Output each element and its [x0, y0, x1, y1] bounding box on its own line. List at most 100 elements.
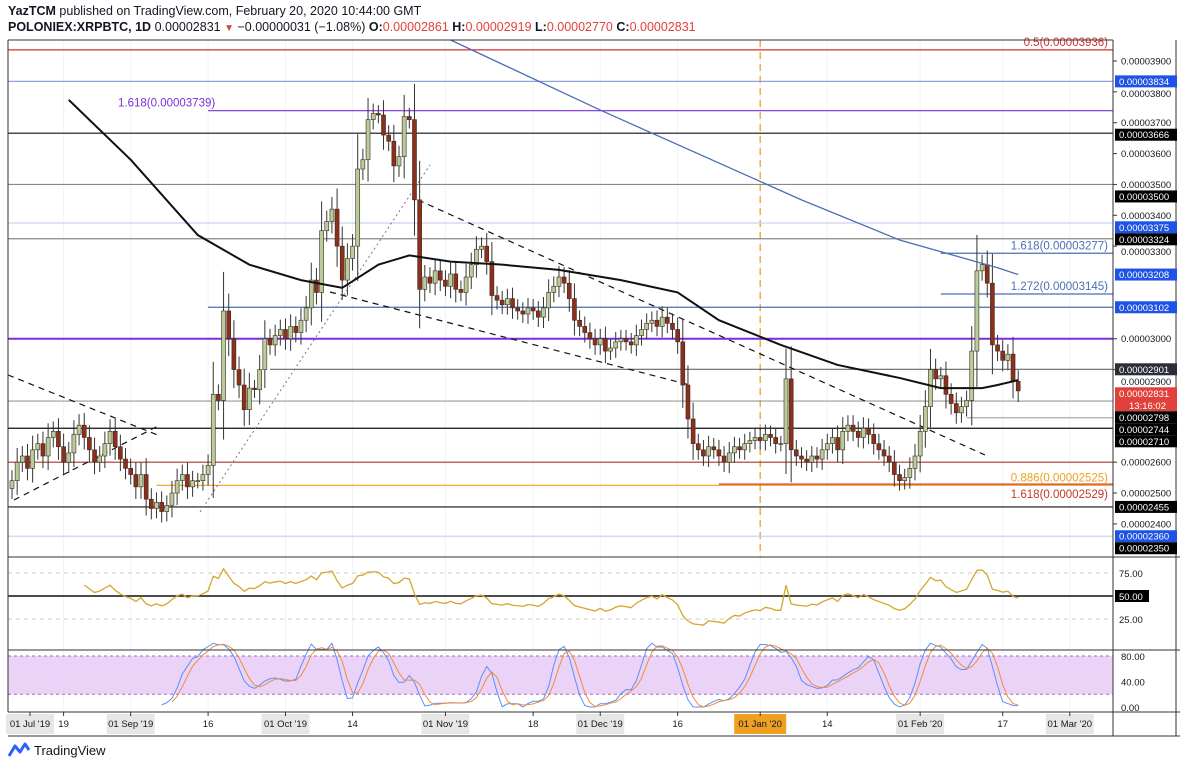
- time-axis[interactable]: 01 Jul '19 19 01 Sep '19 16 01 Oct '19 14 01 N…: [6, 712, 1094, 734]
- price-level-badge: [1115, 530, 1177, 543]
- candle-bearish: [871, 434, 877, 444]
- candle-bearish: [680, 341, 686, 386]
- candle-bullish: [179, 474, 185, 481]
- candle-bearish: [484, 245, 490, 262]
- price-level-label: 0.00003208: [1119, 270, 1169, 281]
- high-value: 0.00002919: [465, 20, 532, 34]
- candle-bearish: [437, 270, 443, 281]
- trendline-dotted[interactable]: [199, 164, 431, 513]
- price-level-label: 0.00003324: [1119, 235, 1169, 246]
- candle-bullish: [45, 437, 51, 457]
- candle-bearish: [886, 455, 892, 463]
- candle-bullish: [726, 452, 732, 463]
- time-tick-label: 19: [58, 719, 69, 730]
- rsi-line: [83, 567, 1019, 626]
- close-label: C:: [616, 20, 630, 34]
- candle-bearish: [1015, 381, 1021, 392]
- candle-bullish: [174, 480, 180, 494]
- candle-bearish: [40, 443, 46, 457]
- candle-bullish: [210, 393, 216, 466]
- candle-bullish: [902, 477, 907, 481]
- candle-bullish: [195, 480, 201, 482]
- candle-bullish: [979, 264, 985, 272]
- price-level-badge: [1115, 363, 1177, 376]
- trendline-dashed[interactable]: [417, 199, 986, 456]
- current-price-label: 0.00002831: [1119, 389, 1169, 400]
- candle-bullish: [639, 329, 644, 336]
- symbol-name[interactable]: POLONIEX:XRPBTC, 1D: [8, 20, 152, 34]
- candle-bearish: [143, 474, 149, 500]
- candle-bullish: [613, 341, 619, 349]
- time-label-bg: [106, 714, 155, 734]
- candle-bearish: [536, 310, 541, 318]
- candle-bearish: [892, 461, 897, 475]
- candle-bearish: [133, 474, 139, 488]
- candle-bearish: [855, 431, 861, 438]
- candle-bullish: [819, 449, 825, 460]
- trendline-dashed[interactable]: [329, 291, 691, 386]
- trendline-dashed[interactable]: [13, 424, 161, 501]
- price-tick-label: 0.00003000: [1121, 334, 1171, 345]
- candle-bullish: [649, 319, 655, 324]
- price-level-badge: [1115, 75, 1177, 88]
- price-change: −0.00000031 (−1.08%): [237, 20, 366, 34]
- moving-average-blue: [450, 39, 1019, 276]
- triangle-down-icon: ▼: [224, 23, 234, 34]
- candle-bullish: [912, 455, 918, 469]
- time-label-bg: [421, 714, 470, 734]
- candle-bullish: [262, 338, 268, 370]
- stoch-tick-label: 80.00: [1121, 652, 1145, 663]
- trendline-dashed[interactable]: [7, 374, 161, 437]
- candle-bearish: [665, 316, 670, 324]
- current-price-badge: [1115, 387, 1177, 412]
- time-tick-label: 18: [528, 719, 539, 730]
- close-value: 0.00002831: [629, 20, 696, 34]
- candle-bearish: [695, 443, 701, 451]
- candle-bearish: [814, 455, 820, 460]
- candle-bearish: [788, 378, 794, 451]
- price-level-label: 0.00003500: [1119, 192, 1169, 203]
- candles: [9, 83, 1021, 523]
- fib-level-label: 1.272(0.00003145): [1011, 281, 1108, 293]
- price-level-badge: [1115, 411, 1177, 424]
- candle-bearish: [489, 261, 495, 296]
- price-tick-label: 0.00003500: [1121, 180, 1171, 191]
- time-tick-label: 01 Nov '19: [423, 719, 468, 730]
- candle-bullish: [221, 310, 226, 401]
- candle-bearish: [443, 279, 448, 287]
- candle-bearish: [453, 273, 459, 290]
- tradingview-logo[interactable]: TradingView: [8, 742, 106, 758]
- candle-bullish: [35, 443, 41, 451]
- time-tick-label: 16: [672, 719, 683, 730]
- candle-bearish: [990, 282, 995, 346]
- candle-bearish: [267, 338, 273, 346]
- candle-bullish: [845, 424, 851, 432]
- trendline-drawings: [7, 164, 986, 513]
- price-level-label: 0.00002901: [1119, 365, 1169, 376]
- candle-bullish: [597, 338, 603, 346]
- price-tick-label: 0.00002900: [1121, 377, 1171, 388]
- price-level-label: 0.00003375: [1119, 223, 1169, 234]
- candle-bullish: [706, 446, 711, 457]
- candle-bearish: [995, 344, 1000, 352]
- candle-bearish: [128, 468, 133, 475]
- candle-bearish: [520, 310, 526, 315]
- candle-bearish: [799, 455, 804, 460]
- stoch-d-line: [171, 643, 1019, 708]
- chart-frame: [7, 39, 1180, 737]
- time-tick-label: 01 Mar '20: [1048, 719, 1093, 730]
- price-level-label: 0.00002710: [1119, 437, 1169, 448]
- price-level-badge: [1115, 190, 1177, 203]
- candle-bearish: [118, 446, 123, 460]
- candle-bullish: [257, 369, 262, 390]
- candle-bullish: [71, 434, 77, 454]
- candle-bullish: [608, 347, 613, 352]
- time-tick-label: 01 Oct '19: [264, 719, 307, 730]
- price-level-badge: [1115, 435, 1177, 448]
- candle-bullish: [20, 455, 25, 463]
- price-level-label: 0.00002350: [1119, 544, 1169, 555]
- candle-bullish: [634, 335, 639, 346]
- candle-bullish: [974, 270, 980, 352]
